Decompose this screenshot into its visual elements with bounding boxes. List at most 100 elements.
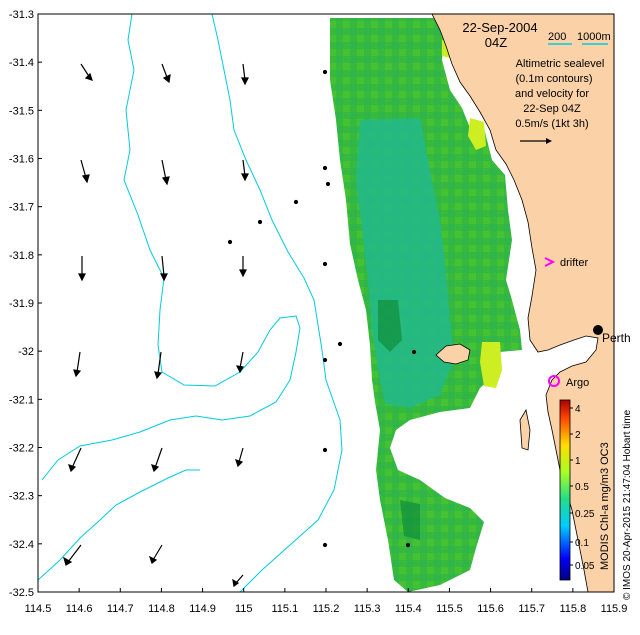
caption-line: 0.5m/s (1kt 3h) [515,118,588,130]
velocity-arrowhead [84,72,93,81]
x-tick-label: 114.5 [25,603,52,615]
perth-marker [593,325,603,335]
garden-island [519,408,531,451]
colorbar [559,399,571,581]
x-tick-label: 114.9 [189,603,216,615]
y-tick-label: -32.4 [9,539,34,551]
sealevel-contours [38,14,343,592]
velocity-arrowhead [232,578,240,588]
x-tick-label: 115 [235,603,253,615]
date-label: 22-Sep-2004 [462,20,537,35]
velocity-dot [322,261,328,267]
velocity-arrowhead [151,464,160,473]
y-tick-label: -31.7 [9,202,34,214]
contour-line [41,14,301,481]
velocity-arrow [157,351,162,375]
rottnest-island [435,343,471,365]
velocity-arrow [235,574,244,584]
x-tick-label: 114.8 [148,603,175,615]
velocity-arrowhead [241,77,249,86]
perth-label: Perth [602,331,631,345]
velocity-dot [293,199,299,205]
chlorophyll-yellow-patch [442,40,502,388]
colorbar-tick: 0.25 [575,509,595,520]
velocity-arrow [152,544,163,561]
x-tick-label: 115.1 [271,603,298,615]
plot-area [38,14,614,592]
velocity-dot [322,447,328,453]
credit-label: © IMOS 20-Apr-2015 21:47:04 Hobart time [622,409,633,600]
contour-line [211,14,343,592]
reference-arrowhead [546,138,552,144]
y-tick-label: -32.5 [9,587,34,599]
caption-line: and velocity for [515,88,589,100]
velocity-arrowhead [162,73,171,84]
velocity-arrowhead [78,273,86,282]
caption-line: Altimetric sealevel [516,58,605,70]
velocity-arrowhead [154,371,163,380]
colorbar-ticks: 4 2 1 0.5 0.25 0.1 0.05 [570,404,595,572]
time-label: 04Z [485,35,507,50]
velocity-arrowhead [235,459,244,468]
caption: Altimetric sealevel (0.1m contours) and … [515,58,604,130]
y-tick-label: -32.2 [9,443,34,455]
x-tick-label: 115.8 [559,603,586,615]
velocity-dot [257,219,263,225]
y-tick-label: -31.6 [9,154,34,166]
x-tick-label: 115.4 [395,603,422,615]
velocity-dot [322,357,328,363]
velocity-arrowhead [68,464,77,473]
x-tick-label: 114.6 [66,603,93,615]
colorbar-tick: 1 [575,456,581,467]
chlorophyll-dark-patch [378,300,420,540]
y-tick-label: -31.3 [9,9,34,21]
caption-line: (0.1m contours) [515,73,592,85]
velocity-arrow [161,255,165,277]
x-tick-label: 115.9 [601,603,628,615]
velocity-arrow [242,63,246,81]
velocity-arrow [71,447,82,469]
velocity-arrowhead [161,176,170,186]
velocity-dot [322,542,328,548]
colorbar-tick: 0.1 [575,538,589,549]
velocity-vectors [63,63,417,588]
velocity-arrow [80,159,87,179]
velocity-arrowhead [148,555,158,564]
velocity-arrow [154,447,163,469]
x-tick-label: 114.7 [107,603,134,615]
velocity-dot [322,69,328,75]
y-tick-label: -32.1 [9,394,34,406]
colorbar-tick: 4 [575,404,581,415]
velocity-arrow [67,544,82,563]
velocity-dot [227,239,233,245]
argo-label: Argo [566,377,589,389]
velocity-arrowhead [239,269,247,278]
velocity-arrowhead [160,273,168,282]
scale-label-a: 200 [548,31,566,43]
caption-line: 22-Sep 04Z [523,103,581,115]
x-tick-label: 115.7 [518,603,545,615]
y-tick-label: -32.3 [9,491,34,503]
velocity-arrowhead [241,173,249,182]
x-tick-label: 115.2 [313,603,340,615]
velocity-arrow [242,159,246,177]
scale-label-b: 1000m [577,31,611,43]
drifter-marker [544,257,556,267]
y-tick-label: -31.4 [9,57,34,69]
velocity-arrowhead [63,556,73,566]
colorbar-tick: 2 [575,430,581,441]
y-tick-label: -31.9 [9,298,34,310]
velocity-arrowhead [235,365,244,374]
y-tick-label: -32 [18,346,34,358]
colorbar-tick: 0.5 [575,482,589,493]
velocity-dot [325,181,331,187]
velocity-arrowhead [81,174,90,184]
velocity-dot [405,542,411,548]
colorbar-label: MODIS Chl-a mg/m3 OC3 [599,442,611,570]
velocity-arrowhead [73,369,82,378]
x-tick-label: 115.5 [436,603,463,615]
argo-marker [548,375,560,387]
y-tick-label: -31.5 [9,105,34,117]
